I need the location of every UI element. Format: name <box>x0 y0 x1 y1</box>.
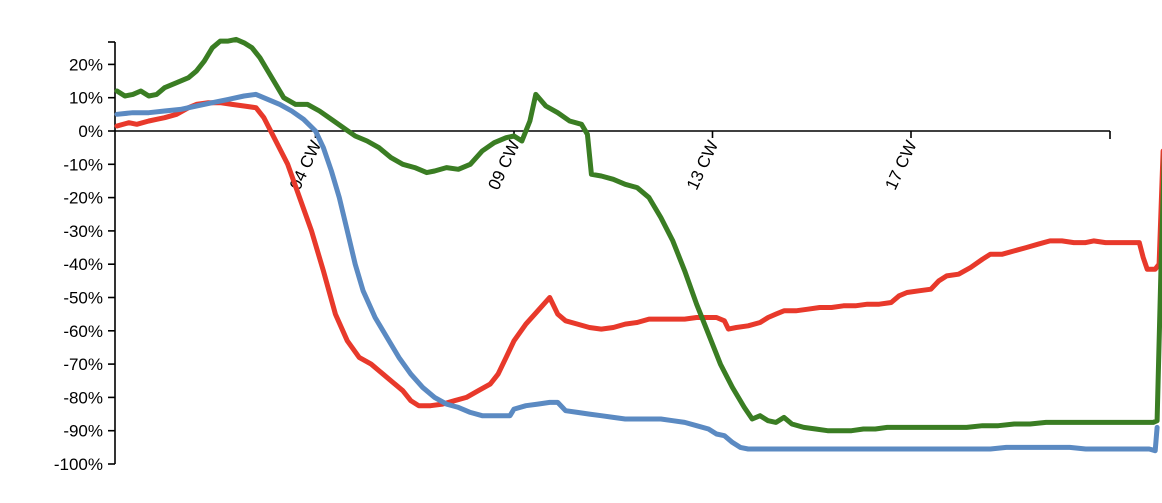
y-tick-label: -70% <box>63 355 103 374</box>
y-tick-label: -80% <box>63 388 103 407</box>
series-line-3 <box>114 36 1162 434</box>
y-tick-label: -50% <box>63 289 103 308</box>
y-tick-label: -40% <box>63 255 103 274</box>
series-layer <box>114 36 1162 454</box>
x-tick-label: 13 CW <box>683 138 722 193</box>
y-tick-label: -90% <box>63 422 103 441</box>
x-axis: 04 CW 09 CW 13 CW 17 CW <box>115 130 1111 193</box>
y-tick-label: -30% <box>63 222 103 241</box>
series-line-2 <box>114 91 1160 454</box>
y-tick-label: 10% <box>69 89 103 108</box>
y-tick-label: -60% <box>63 322 103 341</box>
x-tick-label: 17 CW <box>881 138 920 193</box>
y-tick-label: -20% <box>63 189 103 208</box>
series-line-1 <box>114 100 1162 409</box>
y-axis: 20% 10% 0% -10% -20% -30% -40% -50% -60% -70% -80%… <box>54 41 116 474</box>
y-tick-label: 20% <box>69 55 103 74</box>
y-tick-label: 0% <box>78 122 103 141</box>
y-tick-label: -100% <box>54 455 103 474</box>
y-tick-label: -10% <box>63 155 103 174</box>
x-tick-label: 04 CW <box>286 138 325 193</box>
